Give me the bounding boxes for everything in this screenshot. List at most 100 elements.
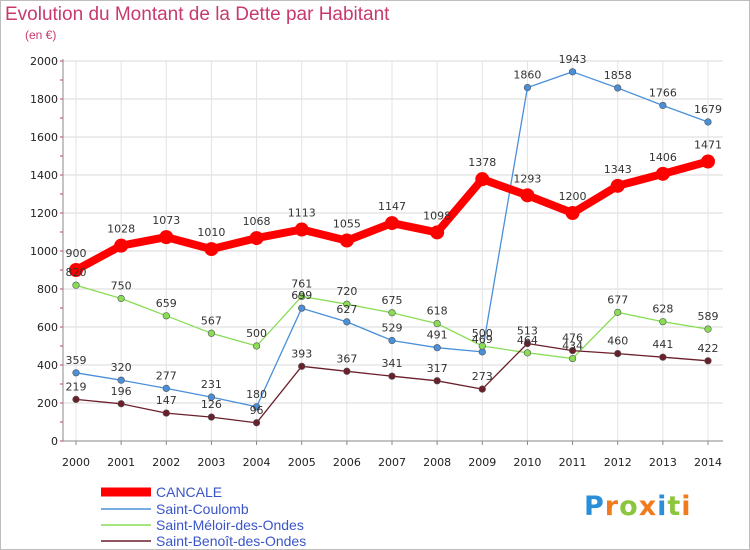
- data-label: 699: [291, 289, 312, 302]
- y-tick-label: 800: [37, 283, 58, 296]
- y-tick-label: 2000: [30, 55, 58, 68]
- x-tick-label: 2003: [197, 456, 225, 469]
- data-point: [388, 309, 396, 317]
- data-label: 1073: [152, 214, 180, 227]
- data-label: 1406: [649, 151, 677, 164]
- data-label: 761: [291, 277, 312, 290]
- grid-lines: [63, 60, 723, 442]
- data-label: 196: [111, 385, 132, 398]
- chart-unit-label: (en €): [25, 28, 57, 42]
- data-point: [204, 242, 219, 257]
- data-point: [207, 329, 216, 337]
- y-tick-label: 1200: [30, 207, 58, 220]
- data-label: 464: [517, 334, 538, 347]
- data-point: [433, 319, 441, 328]
- x-tick-label: 2012: [604, 456, 632, 469]
- legend-label: Saint-Benoît-des-Ondes: [156, 533, 306, 549]
- axes: 0 200 400 600 800 1000 1200 1400 1600 1800 2000 200…: [30, 55, 723, 469]
- data-point: [655, 166, 670, 181]
- data-label: 96: [250, 404, 264, 417]
- data-label: 320: [111, 361, 132, 374]
- data-point: [659, 101, 667, 110]
- data-label: 1200: [559, 190, 587, 203]
- data-label: 277: [156, 369, 177, 382]
- data-point: [701, 154, 715, 169]
- data-point: [343, 318, 351, 326]
- data-label: 341: [382, 357, 403, 370]
- data-label: 476: [562, 332, 583, 345]
- data-label: 126: [201, 398, 222, 411]
- data-label: 677: [607, 293, 628, 306]
- data-point: [520, 188, 535, 203]
- data-label: 750: [111, 280, 132, 293]
- data-point: [339, 233, 354, 248]
- x-tick-label: 2005: [288, 456, 316, 469]
- data-label: 720: [336, 285, 357, 298]
- data-point: [162, 312, 170, 320]
- y-tick-label: 1000: [30, 245, 58, 258]
- data-point: [72, 369, 80, 377]
- data-point: [388, 372, 396, 380]
- logo-letter: P: [584, 491, 605, 522]
- data-point: [433, 377, 441, 385]
- data-label: 393: [291, 347, 312, 360]
- y-tick-label: 200: [37, 397, 58, 410]
- data-label: 1378: [468, 156, 496, 169]
- data-point: [385, 216, 399, 231]
- legend-label: Saint-Méloir-des-Ondes: [156, 517, 304, 533]
- data-label: 1766: [649, 86, 677, 99]
- data-point: [252, 342, 261, 350]
- x-tick-label: 2009: [468, 456, 496, 469]
- data-label: 1068: [243, 215, 271, 228]
- data-point: [249, 231, 264, 246]
- data-point: [162, 409, 170, 417]
- data-label: 618: [427, 305, 448, 318]
- data-point: [568, 68, 577, 76]
- data-label: 1471: [694, 139, 722, 152]
- data-label: 367: [336, 352, 357, 365]
- data-point: [614, 308, 622, 316]
- data-label: 820: [66, 266, 87, 279]
- logo-letter: o: [619, 491, 639, 522]
- data-label: 422: [698, 342, 719, 355]
- chart-title: Evolution du Montant de la Dette par Hab…: [5, 4, 390, 25]
- data-label: 469: [472, 333, 493, 346]
- data-label: 147: [156, 394, 177, 407]
- data-point: [478, 342, 486, 350]
- data-point: [388, 336, 396, 345]
- data-label: 1098: [423, 209, 451, 222]
- data-point: [614, 84, 622, 92]
- data-label: 434: [562, 340, 583, 353]
- data-label: 317: [427, 362, 448, 375]
- data-point: [430, 225, 445, 240]
- data-point: [433, 344, 441, 352]
- data-point: [207, 393, 216, 401]
- data-label: 628: [652, 303, 673, 316]
- data-label: 1858: [604, 69, 632, 82]
- data-point: [523, 349, 532, 357]
- y-tick-label: 400: [37, 359, 58, 372]
- data-label: 1343: [604, 163, 632, 176]
- data-label: 529: [382, 321, 403, 334]
- data-point: [568, 354, 577, 363]
- y-tick-label: 1600: [30, 131, 58, 144]
- data-point: [117, 376, 125, 384]
- data-label: 900: [66, 247, 87, 260]
- data-point: [659, 353, 667, 361]
- data-label: 500: [246, 327, 267, 340]
- data-label: 659: [156, 297, 177, 310]
- x-tick-label: 2010: [513, 456, 541, 469]
- data-label: 1860: [513, 69, 541, 82]
- data-label: 513: [517, 325, 538, 338]
- data-label: 359: [66, 354, 87, 367]
- logo-letter: i: [681, 491, 692, 522]
- data-label: 1010: [197, 226, 225, 239]
- logo-letter: t: [667, 491, 682, 522]
- data-labels: 359 320 277 231 180 699 627 529 491 469 1860 1943 18…: [66, 53, 723, 417]
- data-label: 231: [201, 378, 222, 391]
- data-point: [565, 206, 580, 220]
- data-point: [252, 419, 261, 427]
- data-point: [252, 403, 261, 411]
